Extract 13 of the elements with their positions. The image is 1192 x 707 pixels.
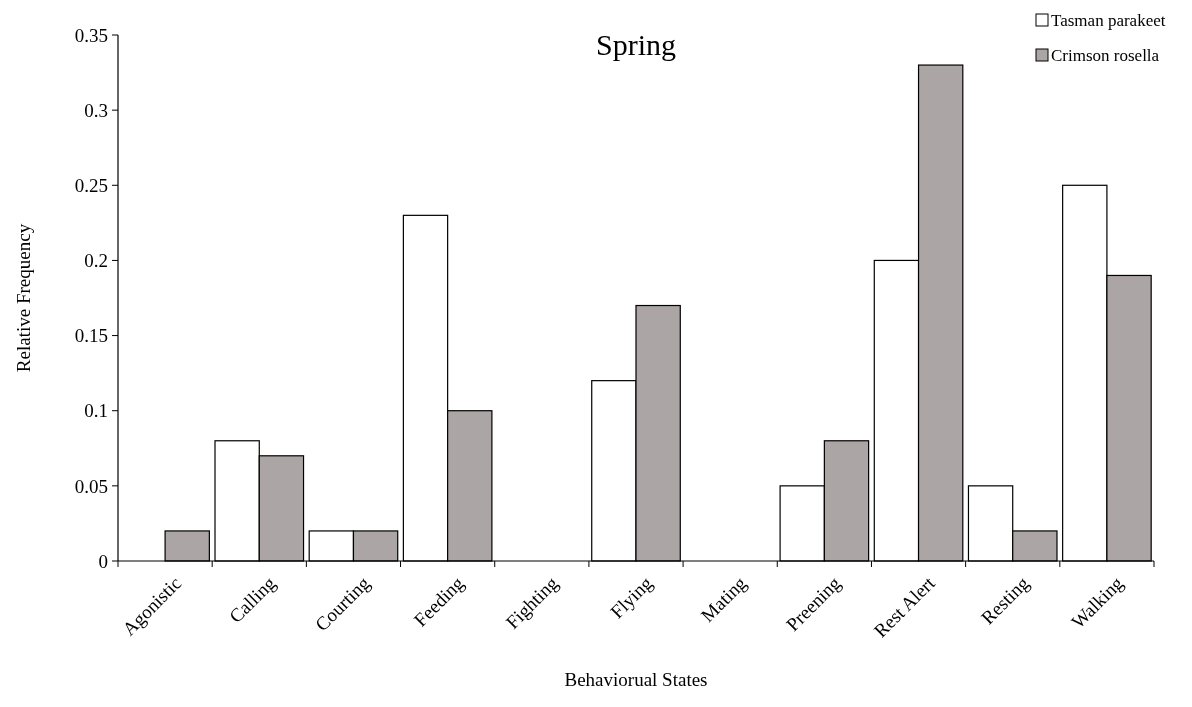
y-tick-label: 0.15 bbox=[74, 325, 108, 347]
y-tick-label: 0.3 bbox=[84, 99, 108, 121]
y-axis-title: Relative Frequency bbox=[13, 223, 34, 373]
y-tick-label: 0.2 bbox=[84, 250, 108, 272]
y-tick-label: 0.1 bbox=[84, 400, 108, 422]
legend-label: Tasman parakeet bbox=[1051, 10, 1166, 30]
chart-title: Spring bbox=[595, 28, 677, 61]
legend-label: Crimson rosella bbox=[1051, 45, 1160, 65]
x-axis-title: Behaviorual States bbox=[564, 669, 708, 690]
y-tick-label: 0.35 bbox=[74, 24, 108, 46]
y-tick-label: 0.05 bbox=[74, 475, 108, 497]
y-tick-label: 0 bbox=[98, 550, 108, 572]
y-tick-label: 0.25 bbox=[74, 174, 108, 196]
